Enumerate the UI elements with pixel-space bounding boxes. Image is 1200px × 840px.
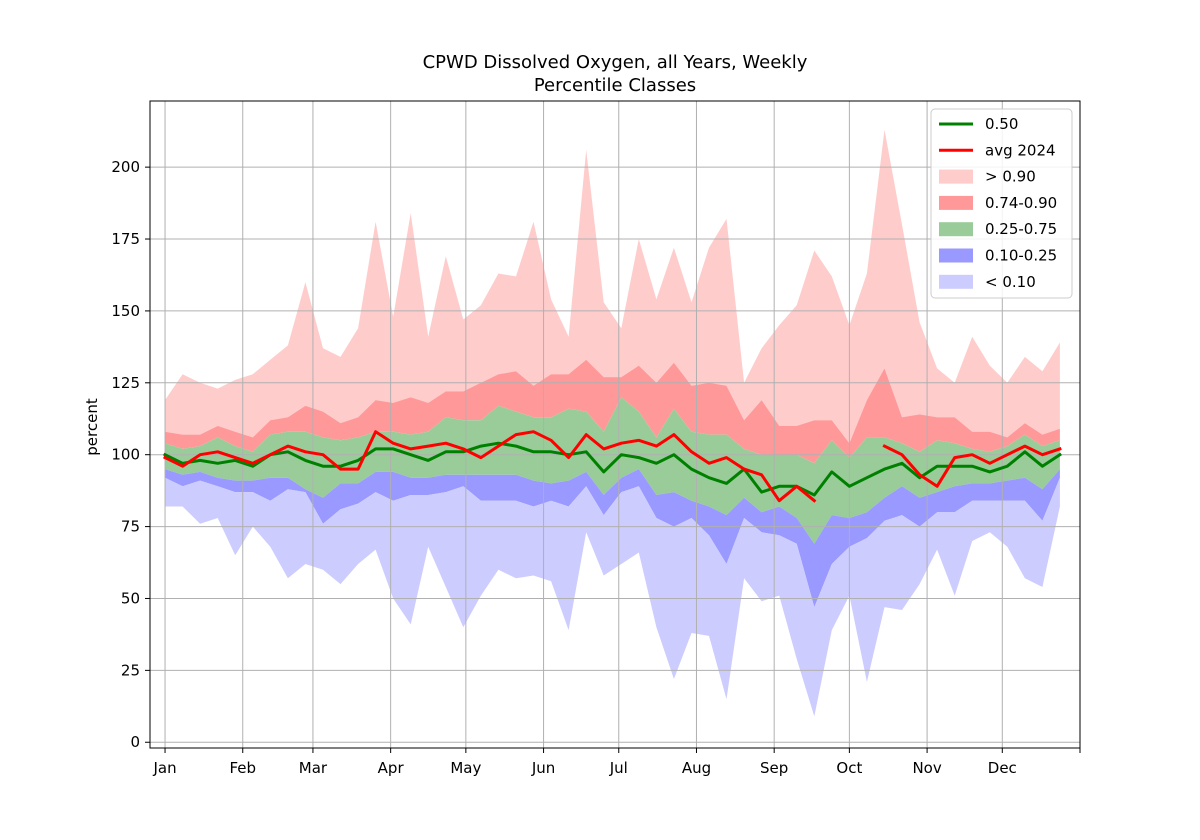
legend-label: 0.25-0.75 xyxy=(985,220,1057,238)
chart-title: CPWD Dissolved Oxygen, all Years, Weekly xyxy=(423,52,808,73)
y-tick-label: 25 xyxy=(121,661,140,679)
band-p75-p90 xyxy=(165,359,1060,464)
legend-label: 0.74-0.90 xyxy=(985,194,1057,212)
x-tick-label: Oct xyxy=(836,759,862,777)
legend-label: 0.50 xyxy=(985,115,1018,133)
legend-patch-swatch xyxy=(939,169,973,184)
y-tick-label: 100 xyxy=(111,446,140,464)
x-tick-label: Nov xyxy=(912,759,941,777)
legend-patch-swatch xyxy=(939,248,973,263)
percentile-bands xyxy=(165,129,1060,717)
x-tick-label: Jun xyxy=(531,759,555,777)
axis-ticks: Jan Feb Mar Apr May Jun Jul Aug Sep Oct Nov Dec 0 25 5… xyxy=(111,158,1081,777)
series-line-median xyxy=(162,441,1062,497)
plot-frame xyxy=(149,100,1081,749)
legend-label: > 0.90 xyxy=(985,168,1036,186)
legend-label: < 0.10 xyxy=(985,273,1036,291)
band-p90-p100 xyxy=(165,129,1060,444)
legend: 0.50 avg 2024 > 0.90 0.74-0.90 0.25-0.75 0.10… xyxy=(930,108,1073,299)
legend-label: avg 2024 xyxy=(985,141,1056,159)
band-p25-p75 xyxy=(165,397,1060,544)
series-lines xyxy=(162,430,1062,503)
x-tick-label: Jul xyxy=(609,759,628,777)
legend-label: 0.10-0.25 xyxy=(985,247,1057,265)
series-line-avg-2024 xyxy=(162,430,1062,503)
band-p10-p25 xyxy=(165,469,1060,608)
y-tick-label: 175 xyxy=(111,230,140,248)
band-p0-p10 xyxy=(165,477,1060,717)
legend-patch-swatch xyxy=(939,222,973,237)
plot-border xyxy=(149,100,1081,749)
y-tick-label: 150 xyxy=(111,302,140,320)
x-tick-label: Jan xyxy=(152,759,176,777)
y-tick-label: 75 xyxy=(121,518,140,536)
y-tick-label: 125 xyxy=(111,374,140,392)
y-tick-label: 200 xyxy=(111,158,140,176)
x-tick-label: Dec xyxy=(988,759,1017,777)
x-tick-label: Apr xyxy=(378,759,405,777)
legend-patch-swatch xyxy=(939,195,973,210)
x-tick-label: Mar xyxy=(299,759,328,777)
x-tick-label: Aug xyxy=(682,759,711,777)
legend-patch-swatch xyxy=(939,274,973,289)
y-tick-label: 0 xyxy=(130,733,140,751)
x-tick-label: May xyxy=(450,759,481,777)
y-tick-label: 50 xyxy=(121,589,140,607)
x-tick-label: Sep xyxy=(760,759,788,777)
grid-lines xyxy=(150,101,1081,748)
chart-subtitle: Percentile Classes xyxy=(534,75,696,96)
x-tick-label: Feb xyxy=(229,759,256,777)
y-axis-label: percent xyxy=(83,398,101,456)
